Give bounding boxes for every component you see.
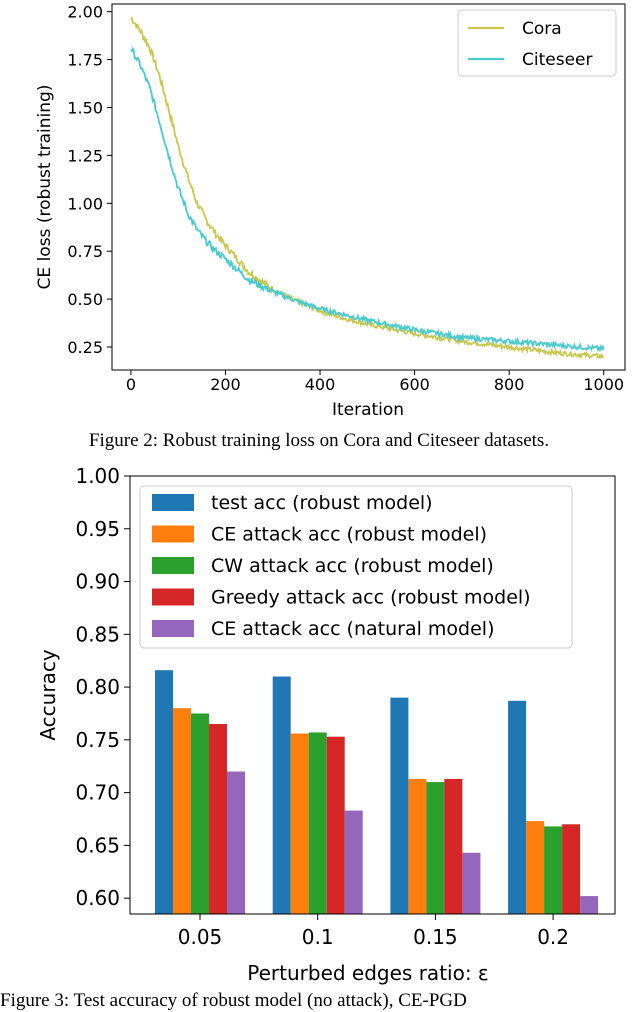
legend-box [139,485,573,649]
y-tick-label: 1.00 [75,464,120,488]
series-line-citeseer [130,46,605,353]
legend-label: CW attack acc (robust model) [211,555,494,577]
x-tick-label: 0 [126,375,136,394]
y-tick-label: 1.00 [67,194,103,213]
x-axis-label: Perturbed edges ratio: ε [247,961,488,985]
x-tick-label: 0.15 [413,925,458,949]
legend-label: CE attack acc (robust model) [211,524,487,546]
series-line-cora [130,16,604,360]
bar-4-5 [580,896,599,914]
bar-1-2 [173,708,191,914]
legend-swatch [152,557,194,574]
legend-label: Greedy attack acc (robust model) [211,587,531,609]
bar-1-5 [227,771,245,914]
bar-4-2 [526,821,545,914]
x-tick-label: 600 [399,375,430,394]
accuracy-legend: test acc (robust model) CE attack acc (ro… [139,485,573,649]
legend-swatch [152,494,194,511]
x-tick-label: 800 [494,375,525,394]
y-tick-label: 0.95 [75,517,120,541]
legend-swatch [152,620,194,637]
y-tick-label: 1.50 [67,98,103,117]
loss-legend: Cora Citeseer [457,9,617,77]
x-tick-label: 400 [305,375,336,394]
accuracy-axes: 0.60 0.65 0.70 0.75 0.80 0.85 0.90 0.95 1.00 0.05… [75,464,569,949]
bar-3-2 [408,778,427,914]
y-tick-label: 0.25 [67,338,103,357]
bar-4-1 [508,700,527,914]
bar-3-5 [462,852,481,914]
y-tick-label: 0.70 [75,781,120,805]
legend-swatch [152,588,194,606]
y-tick-label: 0.85 [75,622,120,646]
y-tick-label: 1.25 [67,146,103,165]
y-tick-label: 0.90 [75,570,120,594]
y-tick-label: 1.75 [67,51,103,70]
loss-axes: 0.25 0.50 0.75 1.00 1.25 1.50 1.75 2.00 0 200 400 6… [67,3,624,394]
y-tick-label: 0.75 [67,242,103,261]
legend-label: Citeseer [522,50,592,70]
bar-1-3 [191,713,209,914]
x-tick-label: 0.1 [302,925,334,949]
accuracy-bars [155,670,599,914]
x-tick-label: 200 [210,375,241,394]
bar-1-4 [209,724,227,914]
bar-3-4 [444,778,463,914]
bar-2-1 [272,676,291,914]
y-axis-label: CE loss (robust training) [35,85,55,290]
x-tick-label: 1000 [583,375,624,394]
legend-swatch [152,525,194,543]
bar-2-3 [308,732,327,914]
figure-3-caption: Figure 3: Test accuracy of robust model … [0,990,467,1011]
bar-2-4 [326,736,345,914]
legend-label: Cora [522,19,562,39]
y-tick-label: 0.65 [75,833,120,857]
y-tick-label: 2.00 [67,3,103,22]
bar-2-2 [290,733,309,914]
bar-4-3 [544,826,563,914]
x-axis-label: Iteration [332,400,404,420]
y-tick-label: 0.80 [75,675,120,699]
y-axis-label: Accuracy [36,649,60,740]
training-loss-chart: 0.25 0.50 0.75 1.00 1.25 1.50 1.75 2.00 0 200 400 6… [35,3,626,420]
legend-label: CE attack acc (natural model) [211,618,495,640]
plot-frame [129,475,616,915]
accuracy-bar-chart: 0.60 0.65 0.70 0.75 0.80 0.85 0.90 0.95 1.00 0.05… [36,464,616,985]
bar-4-4 [562,824,581,914]
x-tick-label: 0.2 [537,925,569,949]
bar-3-1 [390,697,409,914]
figure-2-caption: Figure 2: Robust training loss on Cora a… [88,430,550,451]
y-tick-label: 0.50 [67,290,103,309]
bar-1-1 [155,670,173,914]
y-tick-label: 0.75 [75,728,120,752]
bar-3-3 [426,782,445,914]
legend-label: test acc (robust model) [211,492,433,514]
x-tick-label: 0.05 [178,925,223,949]
plot-frame [111,3,626,371]
loss-lines [130,16,605,360]
y-tick-label: 0.60 [75,886,120,910]
bar-2-5 [344,810,363,914]
